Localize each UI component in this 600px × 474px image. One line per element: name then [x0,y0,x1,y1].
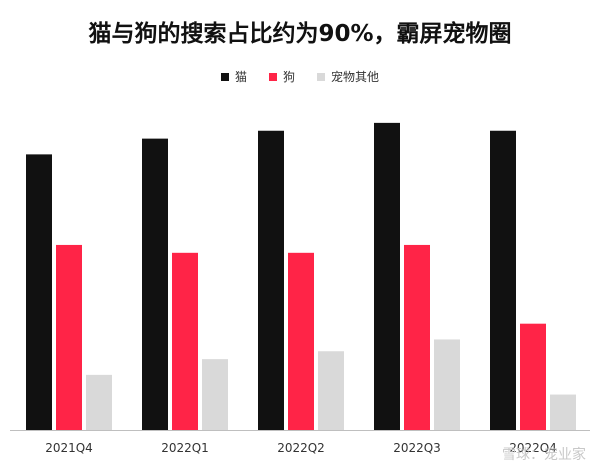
bar-other-2022Q4 [550,394,576,430]
legend-label-dog: 狗 [282,70,295,84]
watermark: 雪球：宠业家 [502,447,586,463]
x-tick-label: 2021Q4 [45,441,93,455]
bar-cat-2021Q4 [26,154,52,430]
bar-dog-2022Q1 [172,252,198,430]
bar-other-2021Q4 [86,374,112,430]
bar-cat-2022Q2 [258,130,284,430]
bar-dog-2022Q3 [404,244,430,430]
bar-other-2022Q1 [202,359,228,430]
legend-item-cat: 猫 [220,68,247,85]
legend-item-other: 宠物其他 [317,68,379,85]
bar-dog-2022Q4 [520,323,546,430]
x-tick-label: 2022Q3 [393,441,441,455]
bar-dog-2022Q2 [288,252,314,430]
bar-other-2022Q2 [318,351,344,430]
bar-dog-2021Q4 [56,244,82,430]
legend-label-cat: 猫 [234,70,247,84]
legend: 猫 狗 宠物其他 [0,68,600,85]
bar-cat-2022Q1 [142,138,168,430]
bar-other-2022Q3 [434,339,460,430]
legend-swatch-dog [268,72,277,81]
legend-swatch-cat [220,72,229,81]
legend-swatch-other [317,72,325,81]
legend-item-dog: 狗 [268,68,295,85]
bar-cat-2022Q4 [490,130,516,430]
bar-cat-2022Q3 [374,122,400,430]
legend-label-other: 宠物其他 [331,70,380,84]
x-tick-label: 2022Q1 [161,441,209,455]
x-tick-label: 2022Q4 [509,441,557,455]
x-tick-label: 2022Q2 [277,441,325,455]
chart-title: 猫与狗的搜索占比约为90%，霸屏宠物圈 [88,21,512,47]
